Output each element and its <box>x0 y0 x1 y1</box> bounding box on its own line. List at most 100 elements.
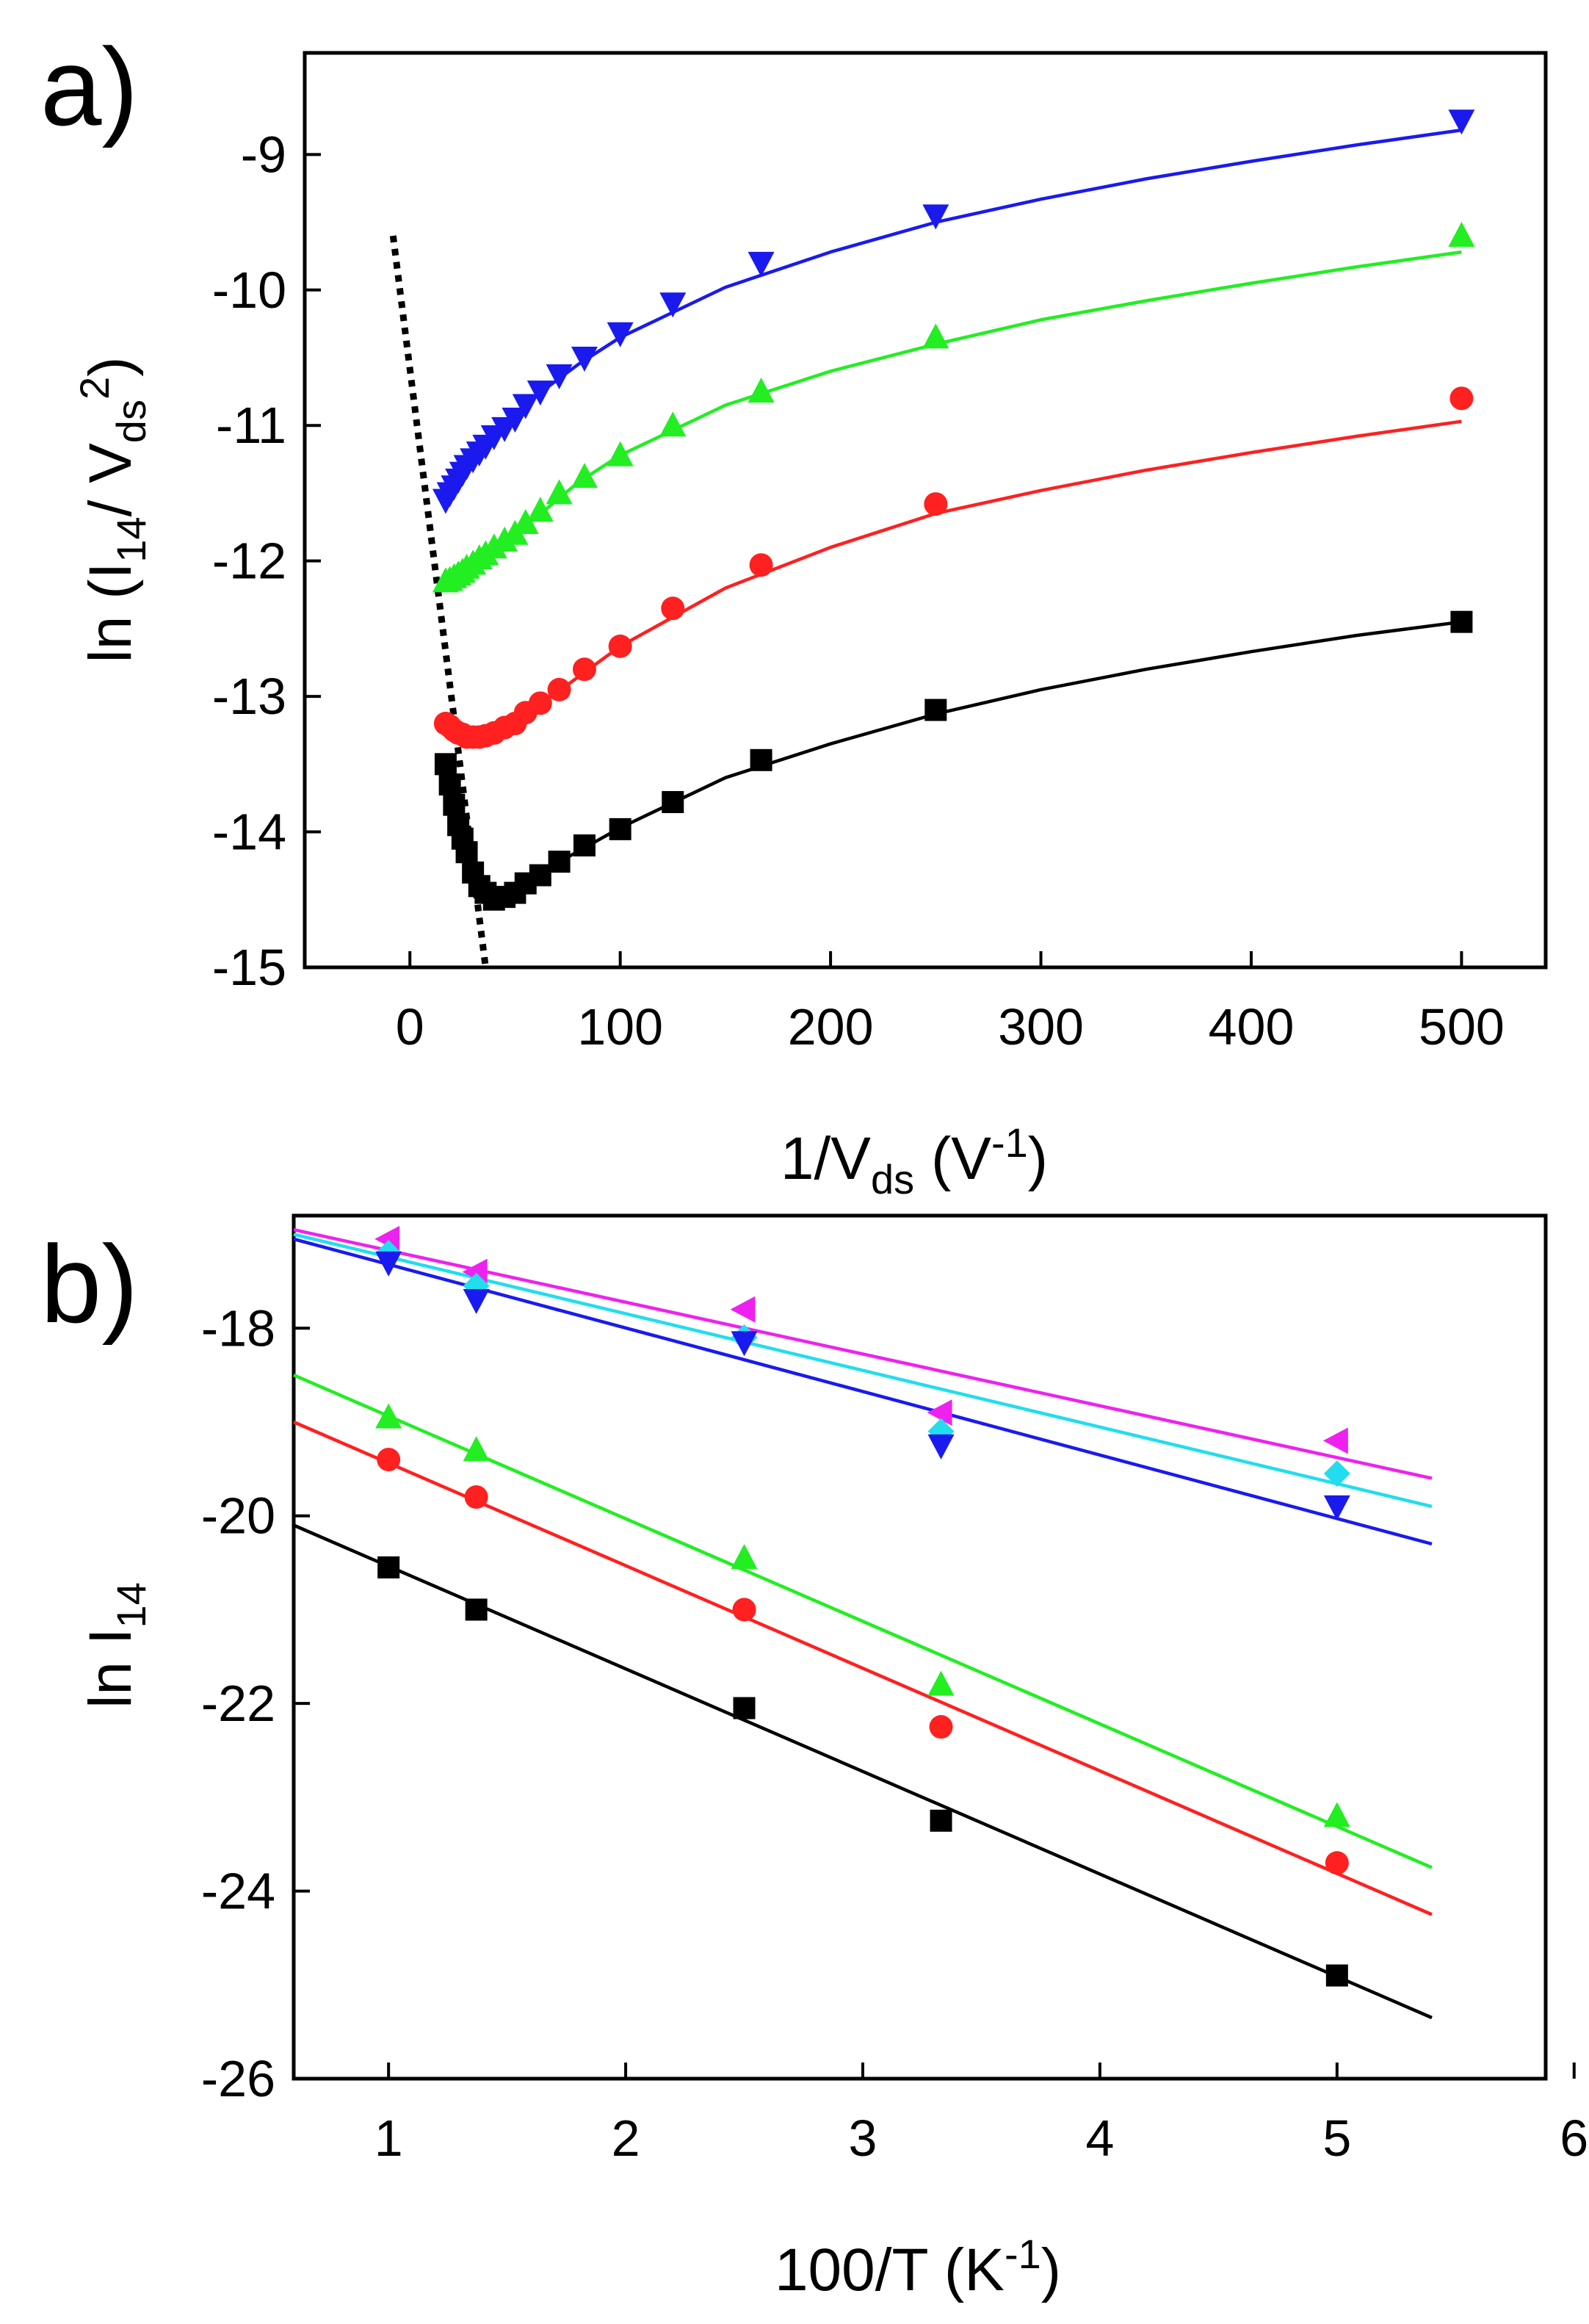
data-point-green <box>927 1670 955 1696</box>
data-point-green <box>607 441 634 466</box>
panel-a-ylabel: ln (I14/ Vds2) <box>71 357 154 663</box>
panel-a-x-tick-label: 100 <box>577 998 663 1055</box>
data-point-red <box>572 657 596 682</box>
fit-line-red <box>293 1420 1433 1916</box>
panel-b-x-tick-label: 4 <box>1085 2110 1114 2167</box>
fit-line-red <box>440 419 1462 737</box>
panel-b-y-tick-label: -24 <box>201 1863 275 1920</box>
data-point-black <box>438 773 461 795</box>
panel-b-y-tick-label: -22 <box>201 1675 275 1732</box>
data-point-black <box>733 1697 756 1719</box>
data-point-black <box>529 864 551 887</box>
data-point-green <box>922 323 949 349</box>
data-point-blue <box>571 347 598 372</box>
panel-b-ylabel: ln I14 <box>77 1582 154 1708</box>
data-point-green <box>463 1436 490 1462</box>
data-point-green <box>480 533 507 559</box>
fit-line-black <box>450 620 1462 902</box>
panel-a: a) 0 100 200 300 400 500-15-14-13-12-11-10-9 … <box>40 25 1548 1202</box>
panel-b-y-tick-label: -18 <box>201 1299 275 1357</box>
data-point-green <box>491 527 518 552</box>
data-point-blue <box>546 364 573 389</box>
panel-b: b) 1 2 3 4 5 6 -26 -24 -22 -20 -18 100/T (K-1) ln … <box>40 1213 1588 2303</box>
panel-a-y-tick-label: -14 <box>212 804 286 861</box>
data-point-black <box>750 748 772 771</box>
panel-b-ticks: 1 2 3 4 5 6 -26 -24 -22 -20 -18 <box>201 1299 1588 2167</box>
panel-a-x-tick-label: 500 <box>1419 998 1505 1055</box>
data-point-red <box>608 634 632 658</box>
data-point-black <box>924 699 947 721</box>
panel-b-data-points <box>374 1225 1350 1987</box>
data-point-green <box>571 463 598 488</box>
data-point-black <box>434 753 457 776</box>
data-point-cyan <box>1323 1460 1350 1487</box>
panel-a-y-tick-label: -12 <box>212 533 286 590</box>
panel-b-x-tick-label: 3 <box>849 2110 877 2167</box>
data-point-blue <box>502 408 529 433</box>
data-point-green <box>659 411 687 437</box>
data-point-red <box>377 1448 401 1472</box>
data-point-red <box>528 691 552 715</box>
data-point-blue <box>922 204 949 230</box>
data-point-blue <box>463 1288 490 1314</box>
data-point-blue <box>731 1331 758 1357</box>
data-point-red <box>749 553 773 577</box>
panel-a-fit-lines <box>440 128 1462 902</box>
data-point-green <box>375 1403 402 1429</box>
data-point-blue <box>748 251 775 277</box>
fit-line-magenta <box>293 1228 1433 1480</box>
panel-a-x-tick-label: 200 <box>788 998 874 1055</box>
panel-b-x-tick-label: 2 <box>612 2110 640 2167</box>
fit-line-green <box>440 250 1462 583</box>
panel-a-y-tick-label: -10 <box>212 261 286 319</box>
panel-a-x-tick-label: 300 <box>998 998 1084 1055</box>
panel-b-x-tick-label: 1 <box>374 2110 403 2167</box>
fit-line-cyan <box>293 1233 1433 1509</box>
data-point-green <box>512 509 539 535</box>
panel-a-label: a) <box>40 25 138 148</box>
panel-b-x-tick-label: 6 <box>1560 2110 1588 2167</box>
data-point-blue <box>512 394 539 419</box>
panel-a-y-tick-label: -15 <box>212 939 286 996</box>
data-point-black <box>573 834 596 856</box>
data-point-green <box>731 1544 758 1570</box>
panel-a-ticks: 0 100 200 300 400 500 -15 -14 -13 -12 -11 -10 -9 <box>212 126 1505 1055</box>
data-point-red <box>464 1485 488 1509</box>
data-point-blue <box>1448 109 1475 135</box>
panel-a-data-points <box>432 109 1475 911</box>
panel-a-y-tick-label: -11 <box>216 397 286 454</box>
data-point-black <box>465 1598 488 1621</box>
data-point-blue <box>927 1434 955 1459</box>
data-point-green <box>1323 1802 1350 1827</box>
data-point-red <box>1449 386 1474 411</box>
data-point-black <box>455 841 478 864</box>
panel-a-xlabel: 1/Vds (V-1) <box>781 1119 1048 1202</box>
data-point-green <box>526 497 554 522</box>
panel-b-y-tick-label: -26 <box>201 2050 275 2107</box>
panel-a-y-tick-label: -13 <box>212 668 286 725</box>
panel-a-y-tick-label: -9 <box>241 126 286 183</box>
fit-line-black <box>293 1523 1433 2020</box>
data-point-magenta <box>1322 1427 1348 1454</box>
panel-b-y-tick-label: -20 <box>201 1487 275 1545</box>
data-point-magenta <box>730 1296 756 1323</box>
data-point-black <box>377 1556 400 1578</box>
fit-line-green <box>293 1374 1433 1869</box>
panel-b-plot-frame <box>292 1213 1548 2081</box>
panel-a-x-tick-label: 400 <box>1209 998 1295 1055</box>
data-point-red <box>924 492 948 516</box>
panel-b-fit-lines <box>293 1228 1433 2020</box>
data-point-blue <box>659 292 687 318</box>
data-point-black <box>443 793 466 816</box>
data-point-red <box>547 677 571 701</box>
data-point-black <box>609 818 631 840</box>
panel-b-label: b) <box>40 1222 138 1346</box>
data-point-blue <box>526 380 554 406</box>
data-point-black <box>1450 610 1473 633</box>
data-point-green <box>546 479 573 505</box>
data-point-blue <box>375 1251 402 1277</box>
data-point-black <box>1325 1964 1348 1987</box>
data-point-magenta <box>927 1399 952 1426</box>
data-point-green <box>748 378 775 403</box>
